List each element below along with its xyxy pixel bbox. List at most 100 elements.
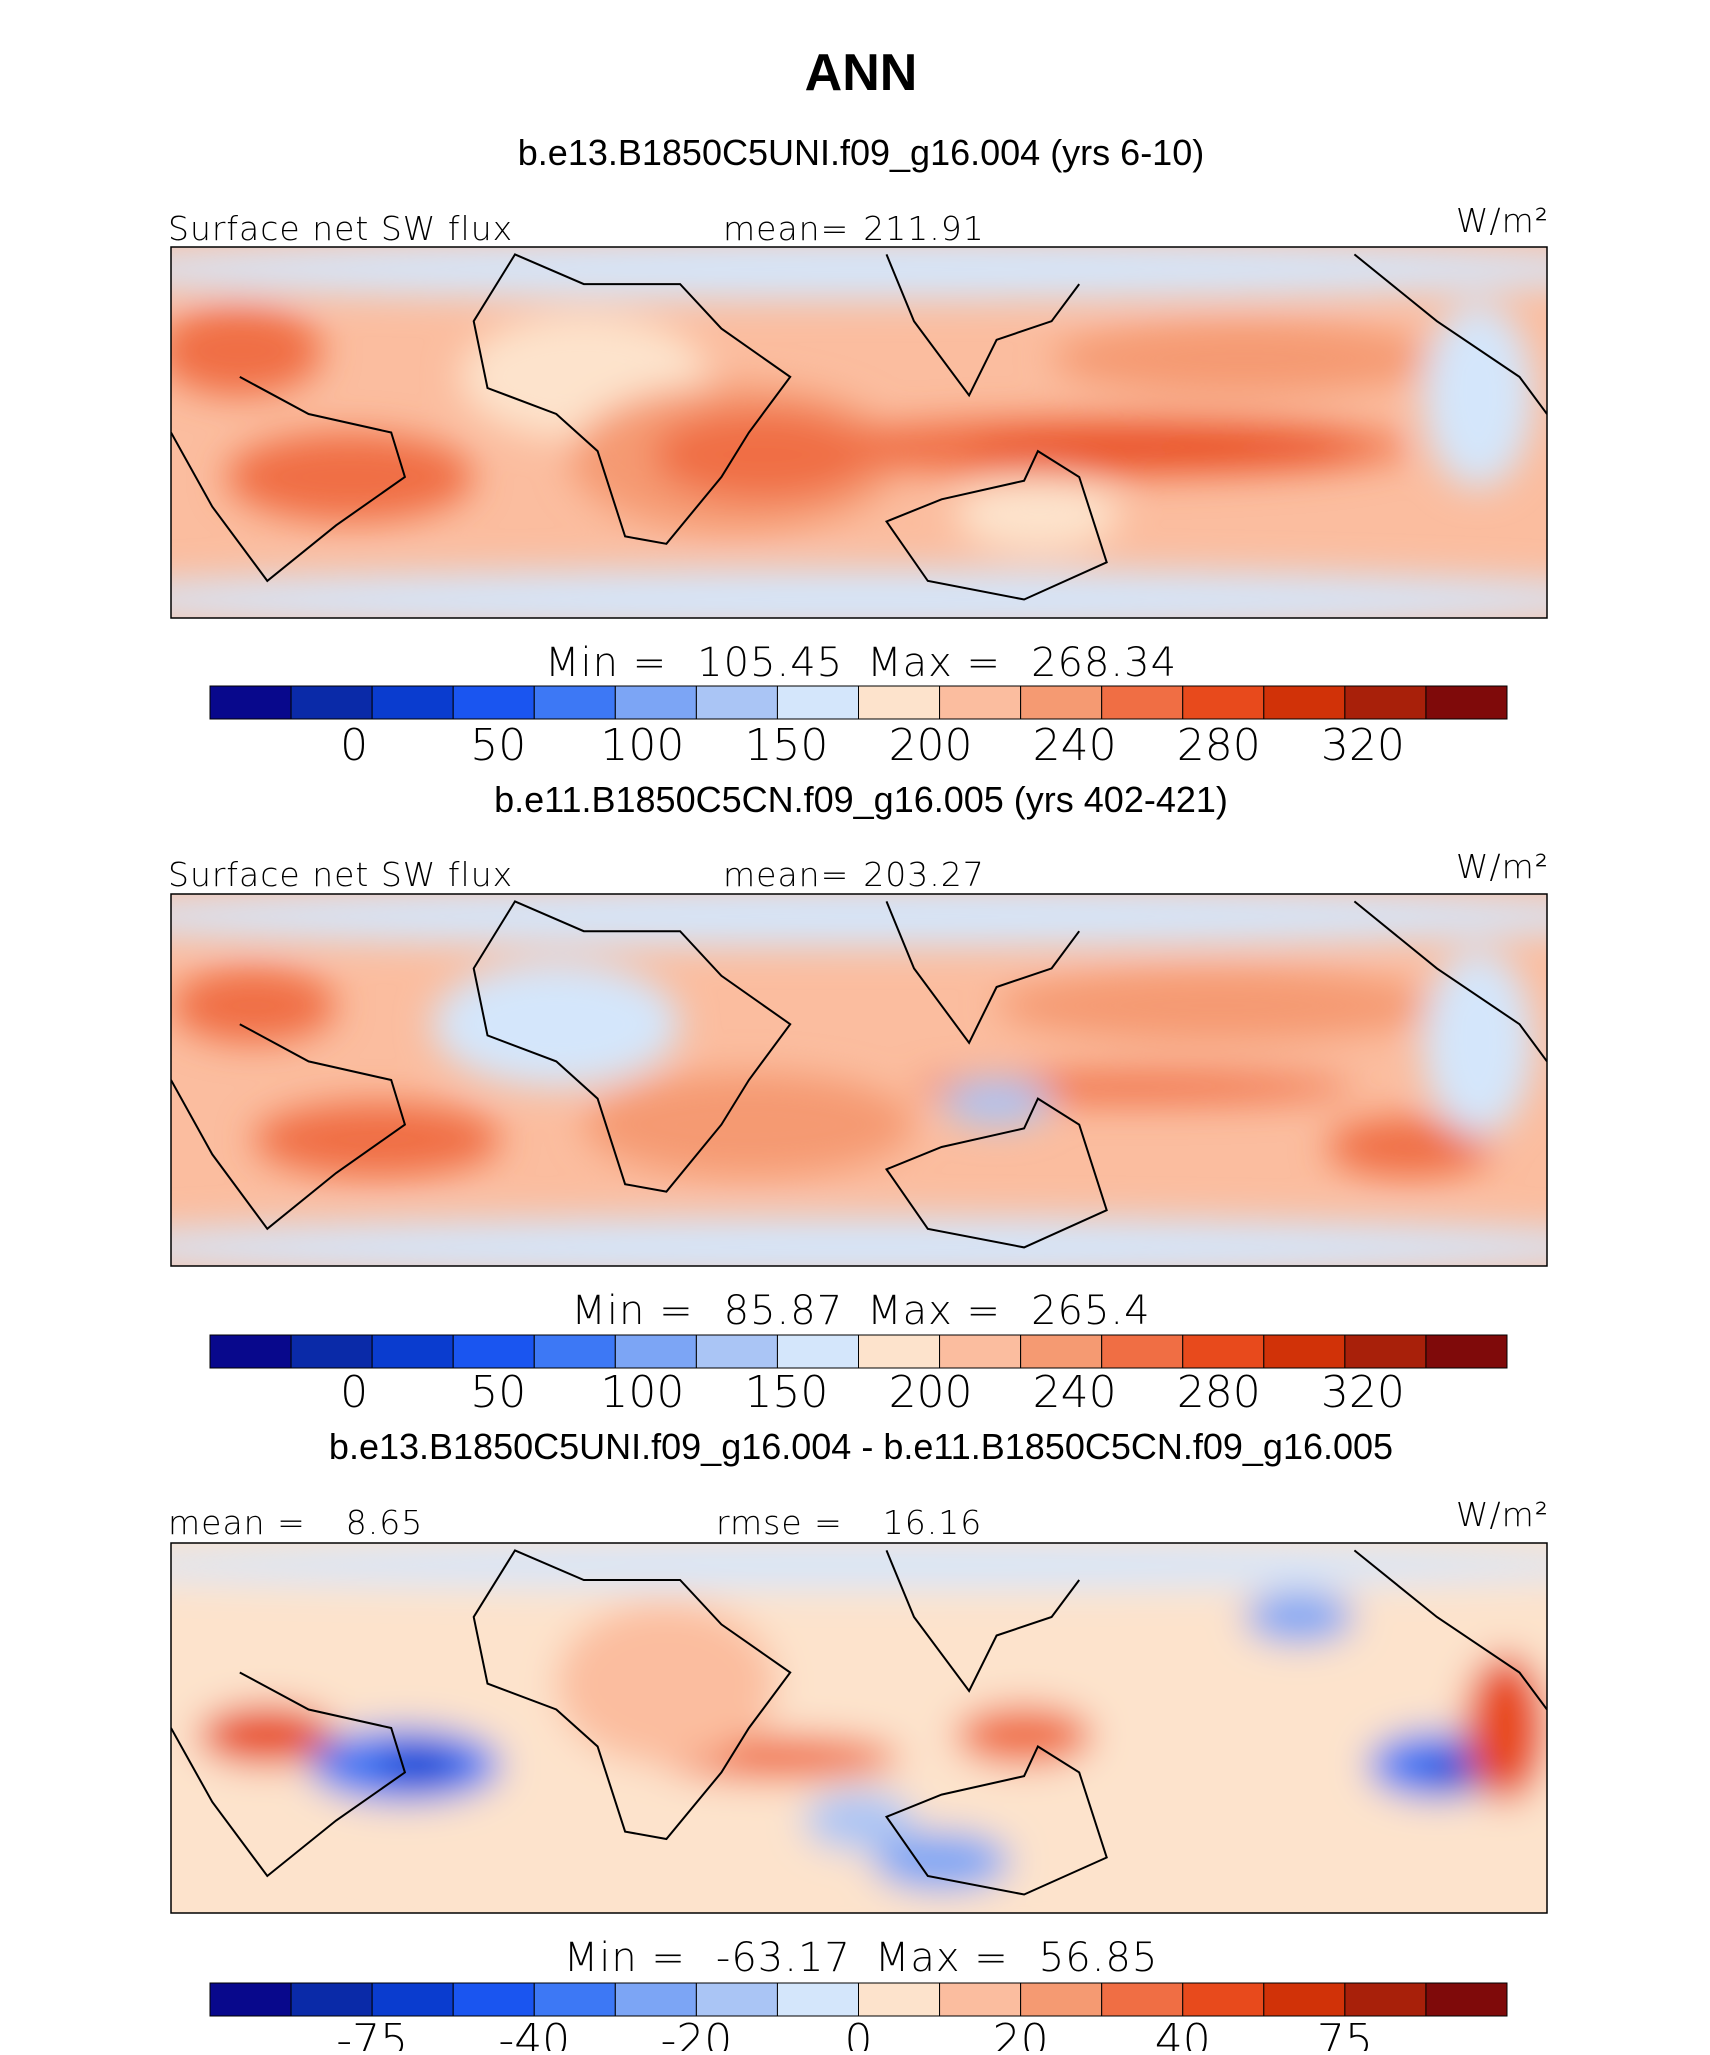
contour-region <box>226 432 474 522</box>
colorbar-box <box>1020 1334 1103 1369</box>
colorbar-tick-label: -75 <box>336 2015 408 2051</box>
coastline <box>171 1671 407 1878</box>
colorbar-box <box>939 1334 1022 1369</box>
colorbar-box <box>858 1982 941 2017</box>
coastline <box>1353 1549 1547 1711</box>
contour-region <box>1423 302 1534 489</box>
contours <box>171 247 1547 618</box>
colorbar-box <box>858 1334 941 1369</box>
map-frame <box>170 893 1548 1267</box>
colorbar-tick-label: 100 <box>600 720 684 771</box>
units: W/m² <box>1456 847 1549 886</box>
colorbar-box <box>776 685 859 720</box>
colorbar-box <box>533 1334 616 1369</box>
colorbar-tick-label: 100 <box>600 1367 684 1418</box>
colorbar-box <box>1020 1982 1103 2017</box>
colorbar-tick-label: 20 <box>993 2015 1049 2051</box>
colorbar-box <box>452 1982 535 2017</box>
colorbar-box <box>452 1334 535 1369</box>
coastline <box>171 376 407 583</box>
panel-title: b.e11.B1850C5CN.f09_g16.005 (yrs 402-421… <box>494 779 1228 820</box>
colorbar-tick-label: -40 <box>498 2015 570 2051</box>
center-label-text: mean= <box>723 855 849 894</box>
contour-region <box>171 1543 1547 1588</box>
colorbar-box <box>695 685 778 720</box>
max-value: 265.4 <box>1031 1288 1151 1334</box>
min-value: 85.87 <box>724 1288 844 1334</box>
contour-region <box>171 1217 1547 1266</box>
center-label: rmse = 16.16 <box>716 1503 982 1542</box>
colorbar-box <box>1344 685 1427 720</box>
coastline <box>1353 253 1547 415</box>
map-field <box>171 247 1547 618</box>
min-max: Min = 85.87 Max = 265.4 <box>571 1288 1150 1334</box>
contours <box>171 894 1547 1266</box>
min-max: Min = -63.17 Max = 56.85 <box>564 1935 1159 1981</box>
colorbar-tick-label: 320 <box>1321 1367 1405 1418</box>
map-background <box>171 894 1547 1266</box>
colorbar-box <box>1101 685 1184 720</box>
colorbar-tick-label: 0 <box>340 720 368 771</box>
center-label-text: rmse = <box>716 1503 843 1542</box>
left-label: Surface net SW flux <box>168 209 513 248</box>
map-frame <box>170 246 1548 619</box>
min-label: Min = <box>564 1935 686 1981</box>
figure-title: ANN <box>805 44 918 102</box>
map-field <box>171 894 1547 1266</box>
coastline <box>472 1549 792 1841</box>
colorbar-tick-label: 200 <box>889 1367 973 1418</box>
colorbar-box <box>1263 1334 1346 1369</box>
contour-region <box>171 569 1547 618</box>
center-label: mean= 211.91 <box>723 209 985 248</box>
colorbar-box <box>1101 1982 1184 2017</box>
colorbar-box <box>1263 1982 1346 2017</box>
min-value: -63.17 <box>716 1935 851 1981</box>
colorbar-box <box>1344 1334 1427 1369</box>
contour-region <box>955 1705 1093 1765</box>
coastline <box>884 1097 1108 1249</box>
contour-region <box>556 1602 777 1765</box>
contour-region <box>969 432 1355 463</box>
contour-region <box>941 1080 1052 1125</box>
colorbar-box <box>1425 1334 1508 1369</box>
colorbar-box <box>1020 685 1103 720</box>
colorbar-box <box>371 1334 454 1369</box>
contour-region <box>996 968 1437 1043</box>
colorbar-tick-label: 200 <box>889 720 973 771</box>
contour-region <box>1423 949 1534 1136</box>
colorbar-box <box>533 685 616 720</box>
colorbar-box <box>1182 685 1265 720</box>
contour-region <box>171 247 1547 299</box>
coastline <box>472 253 792 545</box>
contour-region <box>1051 321 1437 396</box>
contour-region <box>171 968 337 1043</box>
coastline <box>884 449 1108 601</box>
max-label: Max = <box>867 1288 1001 1334</box>
colorbar-tick-label: 150 <box>744 720 828 771</box>
colorbar-tick-label: 280 <box>1177 720 1261 771</box>
colorbar-tick-label: 240 <box>1033 720 1117 771</box>
colorbar-tick-label: 50 <box>470 720 526 771</box>
colorbar-box <box>452 685 535 720</box>
colorbar-box <box>614 685 697 720</box>
contour-region <box>253 1102 502 1177</box>
colorbar-box <box>1425 1982 1508 2017</box>
coastline <box>884 1745 1108 1896</box>
colorbar-box <box>1263 685 1346 720</box>
colorbar-tick-label: 40 <box>1155 2015 1211 2051</box>
min-value: 105.45 <box>697 640 843 686</box>
min-label: Min = <box>571 1288 693 1334</box>
colorbar-box <box>1344 1982 1427 2017</box>
center-label-text: mean= <box>723 209 849 248</box>
map-frame <box>170 1542 1548 1914</box>
colorbar-box <box>533 1982 616 2017</box>
center-value: 203.27 <box>863 855 984 894</box>
units: W/m² <box>1456 1495 1549 1534</box>
panel-title: b.e13.B1850C5UNI.f09_g16.004 (yrs 6-10) <box>518 132 1204 173</box>
colorbar-box <box>776 1982 859 2017</box>
left-label-text: mean = <box>168 1503 306 1542</box>
colorbar-tick-label: 240 <box>1033 1367 1117 1418</box>
contour-region <box>377 1746 460 1784</box>
colorbar-box <box>209 685 292 720</box>
colorbar-box <box>939 685 1022 720</box>
